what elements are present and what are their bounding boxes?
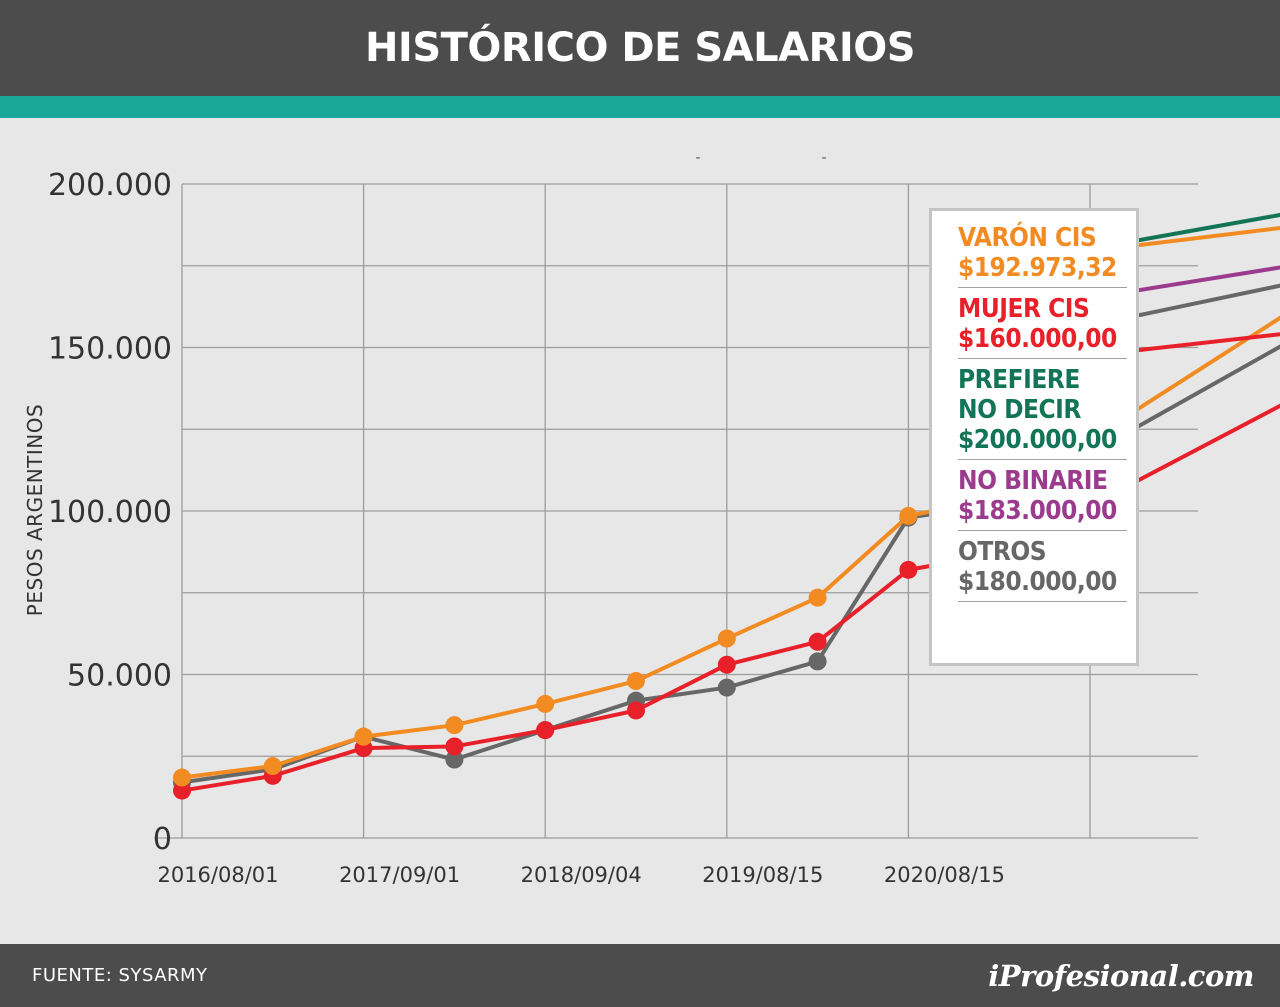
header-bar: HISTÓRICO DE SALARIOS [0, 0, 1280, 96]
page-title: HISTÓRICO DE SALARIOS [364, 25, 916, 71]
legend-item: NO BINARIE $183.000,00 [958, 460, 1127, 531]
legend-item: PREFIERE NO DECIR $200.000,00 [958, 359, 1127, 460]
brand-logo: iProfesional.com [988, 958, 1254, 993]
data-point [445, 750, 464, 769]
data-point [808, 588, 827, 607]
legend-series-value: $192.973,32 [958, 253, 1117, 283]
data-point [899, 506, 918, 525]
legend-series-name: PREFIERE NO DECIR [958, 365, 1081, 425]
series-stub [1138, 265, 1280, 292]
data-point [717, 629, 736, 648]
data-point [173, 781, 191, 800]
y-tick-label: 200.000 [48, 168, 172, 203]
x-tick-label: 2017/09/01 [339, 863, 460, 887]
legend-series-name: NO BINARIE [958, 466, 1108, 496]
x-tick-label: 2018/09/04 [521, 863, 642, 887]
legend-series-value: $200.000,00 [958, 425, 1117, 455]
x-tick-label: 2020/08/15 [884, 863, 1005, 887]
x-tick-label: 2016/08/01 [157, 863, 278, 887]
data-point [445, 716, 464, 735]
series-stub [1138, 332, 1280, 352]
legend-item: OTROS $180.000,00 [958, 531, 1127, 602]
legend-series-name: OTROS [958, 537, 1047, 567]
legend-series-value: $180.000,00 [958, 567, 1117, 597]
data-point [354, 727, 373, 746]
data-point [627, 672, 645, 691]
data-point [808, 652, 827, 671]
y-tick-label: 50.000 [67, 659, 172, 694]
legend-item: MUJER CIS $160.000,00 [958, 288, 1127, 359]
y-axis-label: PESOS ARGENTINOS [23, 404, 47, 616]
legend-series-value: $183.000,00 [958, 496, 1117, 526]
stray-mark: - [821, 150, 826, 166]
data-point [263, 757, 282, 776]
legend-series-name: VARÓN CIS [958, 223, 1097, 253]
series-stub [1138, 225, 1280, 247]
data-point [173, 768, 191, 787]
source-text: FUENTE: SYSARMY [32, 965, 208, 986]
data-point [536, 694, 555, 713]
legend-series-name: MUJER CIS [958, 294, 1090, 324]
series-stub [1138, 212, 1280, 242]
data-point [717, 678, 736, 697]
series-stub [1138, 283, 1280, 317]
legend-series-value: $160.000,00 [958, 324, 1117, 354]
data-point [536, 721, 555, 740]
data-point [899, 560, 918, 579]
footer-bar: FUENTE: SYSARMY iProfesional.com [0, 944, 1280, 1007]
data-point [717, 655, 736, 674]
y-tick-label: 0 [153, 822, 172, 857]
data-point [627, 701, 645, 720]
y-tick-label: 100.000 [48, 495, 172, 530]
chart-legend: VARÓN CIS $192.973,32 MUJER CIS $160.000,00… [929, 208, 1139, 666]
y-tick-label: 150.000 [48, 332, 172, 367]
stray-mark: - [695, 150, 700, 166]
data-point [808, 632, 827, 651]
legend-item: VARÓN CIS $192.973,32 [958, 217, 1127, 288]
accent-bar [0, 96, 1280, 118]
data-point [445, 737, 464, 756]
x-tick-label: 2019/08/15 [702, 863, 823, 887]
